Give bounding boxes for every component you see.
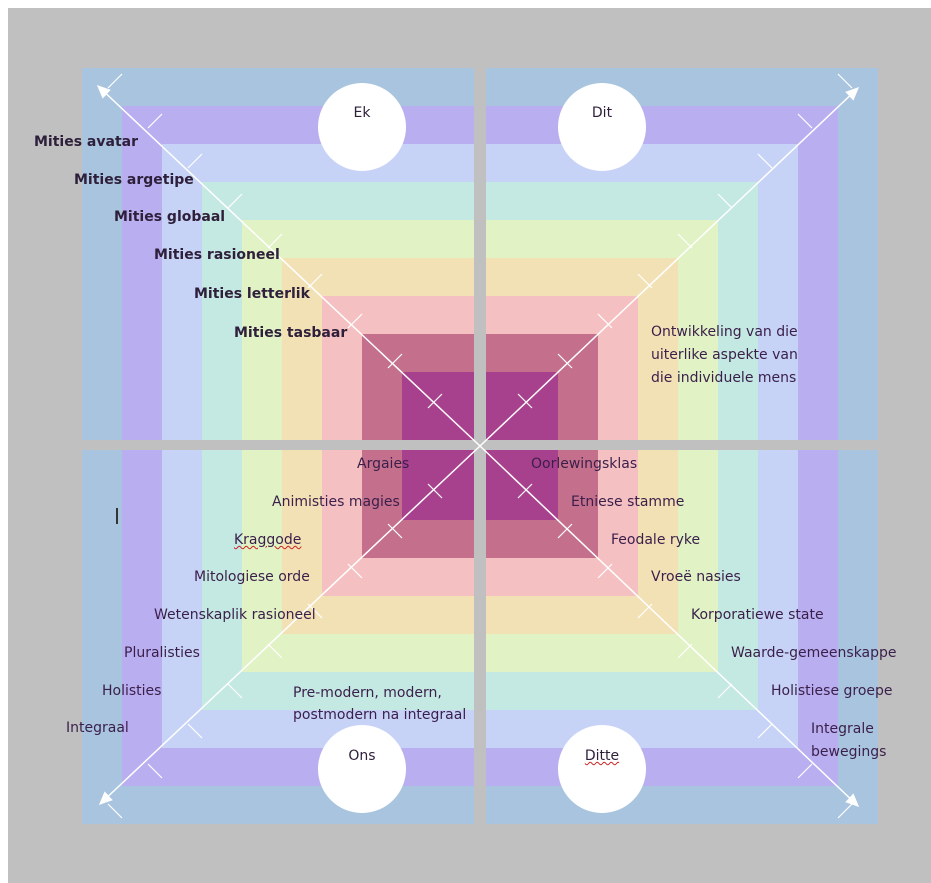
diagonal-tick-2-4 — [307, 603, 323, 619]
diagonal-tick-3-4 — [637, 603, 653, 619]
diagonal-tick-2-5 — [267, 643, 283, 659]
diagonal-tick-0-5 — [267, 233, 283, 249]
diagonal-tick-3-1 — [517, 483, 533, 499]
social-label-korporatiewe: Korporatiewe state — [691, 607, 824, 623]
quadrant-label-ons: Ons — [348, 748, 376, 764]
diagonal-tick-1-5 — [677, 233, 693, 249]
culture-label-pluralisties: Pluralisties — [124, 645, 200, 661]
diagonal-tick-0-2 — [387, 353, 403, 369]
circle-ek — [318, 83, 406, 171]
diagonal-to-dit — [479, 86, 860, 447]
diagonal-tick-3-9 — [837, 803, 853, 819]
social-label-integrale-line-1: Integrale — [811, 721, 874, 737]
diagonal-to-ek — [96, 84, 481, 447]
myth-label-avatar: Mities avatar — [34, 134, 138, 150]
diagonal-tick-2-8 — [147, 763, 163, 779]
myth-label-tasbaar: Mities tasbaar — [234, 325, 348, 341]
diagonal-tick-3-8 — [797, 763, 813, 779]
diagonal-tick-3-6 — [717, 683, 733, 699]
culture-label-animisties: Animisties magies — [272, 494, 400, 510]
diagonal-tick-0-7 — [187, 153, 203, 169]
diagonal-tick-1-4 — [637, 273, 653, 289]
diagonal-tick-3-2 — [557, 523, 573, 539]
social-label-vroee: Vroeë nasies — [651, 569, 741, 585]
diagonal-tick-1-7 — [757, 153, 773, 169]
diagonal-tick-0-8 — [147, 113, 163, 129]
diagonal-tick-3-3 — [597, 563, 613, 579]
quadrant-label-dit: Dit — [591, 105, 613, 121]
diagonal-tick-1-8 — [797, 113, 813, 129]
diagonal-tick-2-3 — [347, 563, 363, 579]
diagonal-tick-1-9 — [837, 73, 853, 89]
culture-label-kraggode: Kraggode — [234, 532, 302, 548]
social-label-holistiese: Holistiese groepe — [771, 683, 893, 699]
diagonal-tick-2-1 — [427, 483, 443, 499]
culture-label-wetenskaplik: Wetenskaplik rasioneel — [154, 607, 316, 623]
diagonal-tick-0-1 — [427, 393, 443, 409]
diagonal-to-ons — [98, 445, 481, 806]
myth-label-argetipe: Mities argetipe — [74, 172, 194, 188]
diagonal-tick-3-5 — [677, 643, 693, 659]
social-label-oorlewingsklas: Oorlewingsklas — [531, 456, 638, 472]
individual-development-note-line-3: die individuele mens — [651, 370, 797, 386]
diagonal-tick-0-6 — [227, 193, 243, 209]
individual-development-note-line-1: Ontwikkeling van die — [651, 324, 798, 340]
diagonal-tick-1-1 — [517, 393, 533, 409]
diagonal-tick-2-7 — [187, 723, 203, 739]
culture-label-argaies: Argaies — [357, 456, 410, 472]
myth-label-globaal: Mities globaal — [114, 209, 226, 225]
culture-note-line-1: Pre-modern, modern, — [293, 685, 442, 701]
diagonal-tick-2-9 — [107, 803, 123, 819]
diagonal-tick-1-2 — [557, 353, 573, 369]
circle-dit — [558, 83, 646, 171]
diagonal-tick-0-9 — [107, 73, 123, 89]
myth-label-letterlik: Mities letterlik — [194, 286, 310, 302]
diagonal-tick-2-6 — [227, 683, 243, 699]
myth-label-rasioneel: Mities rasioneel — [154, 247, 280, 263]
quadrant-label-ditte: Ditte — [584, 748, 620, 764]
diagonal-tick-0-4 — [307, 273, 323, 289]
social-label-integrale-line-2: bewegings — [811, 744, 887, 760]
diagonal-tick-3-7 — [757, 723, 773, 739]
diagonal-to-ditte — [479, 445, 860, 808]
diagonal-tick-2-2 — [387, 523, 403, 539]
culture-label-holisties: Holisties — [102, 683, 162, 699]
diagonal-tick-0-3 — [347, 313, 363, 329]
diagonal-tick-1-6 — [717, 193, 733, 209]
circle-ditte — [558, 725, 646, 813]
culture-label-integraal: Integraal — [66, 720, 129, 736]
social-label-feodale: Feodale ryke — [611, 532, 701, 548]
culture-label-mitologiese: Mitologiese orde — [194, 569, 310, 585]
culture-note-line-2: postmodern na integraal — [293, 707, 467, 723]
social-label-waarde: Waarde-gemeenskappe — [731, 645, 897, 661]
text-cursor — [116, 508, 118, 524]
diagonal-tick-1-3 — [597, 313, 613, 329]
social-label-etniese: Etniese stamme — [571, 494, 685, 510]
individual-development-note-line-2: uiterlike aspekte van — [651, 347, 798, 363]
quadrant-label-ek: Ek — [353, 105, 371, 121]
circle-ons — [318, 725, 406, 813]
